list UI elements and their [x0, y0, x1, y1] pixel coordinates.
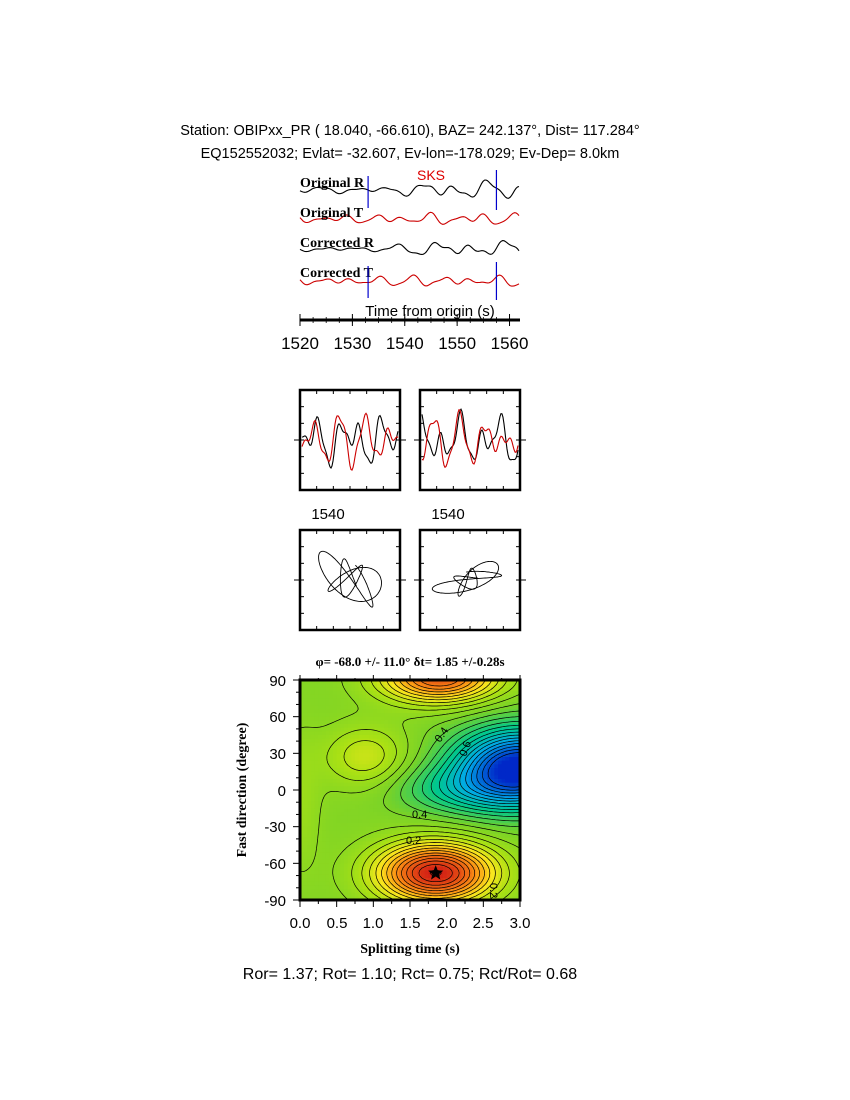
waveform-box-right — [414, 388, 526, 492]
wave-right-trace-1 — [421, 408, 519, 469]
trace-label-corrected-t: Corrected T — [300, 266, 374, 281]
trace-label-original-r: Original R — [300, 176, 365, 191]
wave-tick-right: 1540 — [431, 506, 464, 523]
ratio-footer: Ror= 1.37; Rot= 1.10; Rct= 0.75; Rct/Rot… — [243, 966, 578, 983]
x-tick-05: 0.5 — [327, 915, 348, 932]
grid-search-heatmap: 0.4 0.6 0.4 0.2 0.2 90 60 30 0 -30 -60 -… — [235, 673, 530, 957]
trace-xlabel: Time from origin (s) — [365, 303, 494, 320]
y-tick-m90: -90 — [264, 893, 286, 910]
pm-right-curve — [431, 560, 503, 597]
window-markers — [367, 170, 498, 300]
phase-label: SKS — [417, 167, 445, 183]
trace-line-3 — [299, 274, 520, 287]
wave-left-trace-0 — [301, 414, 399, 469]
trace-line-1 — [299, 211, 520, 225]
y-axis-label: Fast direction (degree) — [235, 722, 250, 857]
y-tick-0: 0 — [278, 783, 286, 800]
trace-tick-label-1530: 1530 — [333, 334, 371, 353]
trace-ticks: 1520 1530 1540 1550 1560 — [281, 314, 528, 353]
y-tick-60: 60 — [269, 709, 286, 726]
contour-label-2: 0.6 — [458, 740, 475, 758]
trace-panel: SKS Original R Original T Corrected R Co… — [281, 167, 528, 353]
wave-left-trace-1 — [301, 412, 399, 471]
trace-tick-label-1560: 1560 — [491, 334, 529, 353]
best-fit-star — [428, 865, 444, 880]
trace-tick-label-1540: 1540 — [386, 334, 424, 353]
heatmap-cells — [300, 680, 520, 900]
trace-tick-label-1550: 1550 — [438, 334, 476, 353]
station-header: Station: OBIPxx_PR ( 18.040, -66.610), B… — [180, 123, 639, 139]
particle-motion-right — [414, 528, 526, 632]
x-tick-15: 1.5 — [400, 915, 421, 932]
waveform-box-left — [294, 388, 406, 492]
particle-motion-left — [294, 528, 406, 632]
x-tick-0: 0.0 — [290, 915, 311, 932]
contour-lines — [300, 680, 520, 900]
x-axis-label: Splitting time (s) — [360, 942, 460, 957]
y-tick-30: 30 — [269, 746, 286, 763]
y-tick-m60: -60 — [264, 856, 286, 873]
contour-label-3: 0.4 — [412, 809, 427, 821]
wave-tick-left: 1540 — [311, 506, 344, 523]
contour-label-5: 0.2 — [487, 883, 499, 898]
trace-line-0 — [299, 179, 520, 199]
trace-tick-label-1520: 1520 — [281, 334, 319, 353]
event-header: EQ152552032; Evlat= -32.607, Ev-lon=-178… — [201, 146, 620, 162]
trace-label-original-t: Original T — [300, 206, 364, 221]
x-tick-2: 2.0 — [437, 915, 458, 932]
trace-line-2 — [299, 240, 520, 255]
pm-left-curve — [318, 550, 382, 608]
x-tick-1: 1.0 — [363, 915, 384, 932]
heatmap-ticks — [293, 675, 521, 907]
y-tick-90: 90 — [269, 673, 286, 690]
contour-label-4: 0.2 — [406, 835, 421, 847]
x-tick-25: 2.5 — [473, 915, 494, 932]
seismogram-traces — [299, 179, 520, 287]
x-tick-3: 3.0 — [510, 915, 531, 932]
trace-label-corrected-r: Corrected R — [300, 236, 375, 251]
y-tick-m30: -30 — [264, 819, 286, 836]
chart-title: φ= -68.0 +/- 11.0° δt= 1.85 +/-0.28s — [315, 654, 504, 669]
